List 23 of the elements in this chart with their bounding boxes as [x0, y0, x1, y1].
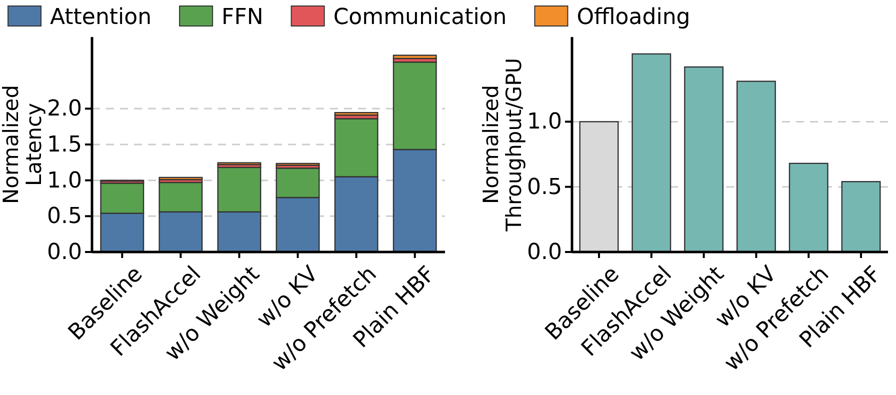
legend-label: Communication — [333, 5, 507, 30]
bar — [736, 80, 776, 253]
y-tick-label: 0.5 — [47, 204, 82, 230]
y-axis-title: Normalized Latency — [0, 84, 46, 204]
y-tick-label: 1.0 — [47, 168, 82, 194]
bar — [788, 162, 828, 253]
y-tick-label: 0.0 — [527, 240, 562, 266]
legend-label: FFN — [222, 5, 264, 30]
y-tick-label: 1.0 — [527, 110, 562, 135]
bar — [392, 54, 437, 60]
legend-label: Attention — [50, 5, 152, 30]
y-tick-label: 1.5 — [47, 132, 82, 158]
y-axis-title: Normalized Throughput/GPU — [479, 58, 526, 232]
bar — [684, 66, 724, 253]
bar — [158, 176, 203, 180]
y-tick-label: 0.0 — [47, 240, 82, 266]
y-tick-label: 0.5 — [527, 174, 562, 200]
bar — [334, 112, 378, 116]
bar — [841, 181, 881, 253]
y-tick-label: 2.0 — [47, 96, 82, 122]
bar — [632, 53, 672, 253]
legend-label: Offloading — [576, 5, 690, 30]
bar — [579, 121, 619, 253]
